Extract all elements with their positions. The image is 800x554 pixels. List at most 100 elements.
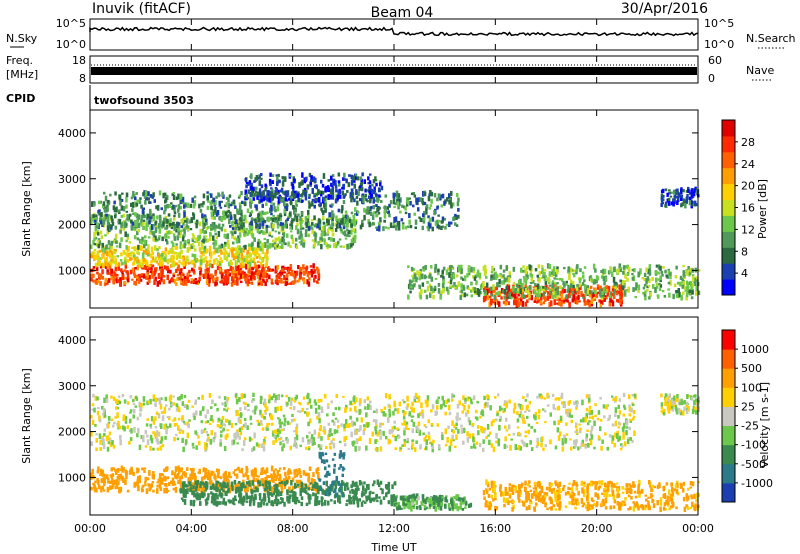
heatmap-cell xyxy=(308,172,312,177)
heatmap-cell xyxy=(268,233,271,237)
heatmap-cell xyxy=(642,292,645,295)
heatmap-cell xyxy=(297,265,300,270)
heatmap-cell xyxy=(241,215,244,221)
heatmap-cell xyxy=(424,289,427,293)
heatmap-cell xyxy=(229,211,232,215)
heatmap-cell xyxy=(254,495,257,500)
heatmap-cell xyxy=(418,291,422,298)
heatmap-cell xyxy=(643,272,647,278)
heatmap-cell xyxy=(355,496,358,501)
heatmap-cell xyxy=(463,292,466,298)
heatmap-cell xyxy=(323,225,326,231)
heatmap-cell xyxy=(676,281,680,285)
heatmap-cell xyxy=(350,243,353,248)
heatmap-cell xyxy=(665,274,668,278)
heatmap-cell xyxy=(479,291,483,295)
heatmap-cell xyxy=(397,206,400,210)
heatmap-cell xyxy=(486,294,490,301)
heatmap-cell xyxy=(354,234,357,240)
heatmap-cell xyxy=(103,282,107,287)
heatmap-cell xyxy=(274,499,277,504)
heatmap-cell xyxy=(274,217,277,221)
heatmap-cell xyxy=(672,201,675,207)
heatmap-cell xyxy=(222,481,225,485)
heatmap-cell xyxy=(236,482,240,487)
heatmap-cell xyxy=(145,225,148,232)
heatmap-cell xyxy=(111,250,114,257)
heatmap-cell xyxy=(257,260,260,263)
heatmap-cell xyxy=(572,293,576,296)
heatmap-cell xyxy=(546,298,550,301)
heatmap-cell xyxy=(340,209,344,214)
heatmap-cell xyxy=(271,180,274,184)
heatmap-cell xyxy=(256,227,260,233)
heatmap-cell xyxy=(482,281,485,287)
heatmap-cell xyxy=(160,223,163,228)
heatmap-cell xyxy=(113,260,116,264)
heatmap-cell xyxy=(290,489,294,494)
heatmap-cell xyxy=(352,496,355,499)
heatmap-cell xyxy=(115,245,119,248)
heatmap-cell xyxy=(177,230,181,236)
heatmap-cell xyxy=(94,424,97,427)
heatmap-cell xyxy=(174,475,177,479)
heatmap-cell xyxy=(108,431,112,436)
heatmap-cell xyxy=(337,190,340,197)
heatmap-cell xyxy=(627,288,630,293)
heatmap-cell xyxy=(575,428,579,435)
heatmap-cell xyxy=(643,284,647,287)
heatmap-cell xyxy=(626,272,630,276)
heatmap-cell xyxy=(212,242,215,245)
heatmap-cell xyxy=(344,237,348,240)
heatmap-cell xyxy=(278,245,281,249)
heatmap-cell xyxy=(279,189,283,193)
heatmap-cell xyxy=(508,294,511,298)
heatmap-cell xyxy=(201,228,204,231)
heatmap-cell xyxy=(521,414,525,417)
heatmap-cell xyxy=(384,226,388,229)
heatmap-cell xyxy=(170,202,173,205)
heatmap-cell xyxy=(667,197,671,203)
heatmap-cell xyxy=(451,429,454,433)
heatmap-cell xyxy=(123,222,127,229)
heatmap-cell xyxy=(278,238,282,244)
heatmap-cell xyxy=(328,442,332,446)
heatmap-cell xyxy=(108,263,112,270)
heatmap-cell xyxy=(154,268,157,274)
heatmap-cell xyxy=(680,294,683,301)
heatmap-cell xyxy=(586,290,590,295)
heatmap-cell xyxy=(664,188,668,192)
heatmap-cell xyxy=(143,265,146,268)
heatmap-cell xyxy=(313,488,316,491)
heatmap-cell xyxy=(236,270,239,277)
heatmap-cell xyxy=(687,266,690,270)
heatmap-cell xyxy=(308,193,311,197)
heatmap-cell xyxy=(618,299,622,303)
heatmap-cell xyxy=(621,285,624,290)
heatmap-cell xyxy=(278,271,282,276)
heatmap-cell xyxy=(158,268,162,271)
heatmap-cell xyxy=(263,469,266,474)
heatmap-cell xyxy=(234,253,237,257)
heatmap-cell xyxy=(327,237,331,241)
heatmap-cell xyxy=(125,196,128,203)
heatmap-cell xyxy=(183,404,187,408)
heatmap-cell xyxy=(534,287,538,291)
heatmap-cell xyxy=(238,498,242,502)
heatmap-cell xyxy=(237,235,240,240)
heatmap-cell xyxy=(215,493,218,496)
heatmap-cell xyxy=(317,476,320,480)
heatmap-cell xyxy=(453,282,456,286)
heatmap-cell xyxy=(604,276,607,281)
heatmap-cell xyxy=(672,189,676,195)
heatmap-cell xyxy=(551,393,555,397)
cpid-value: twofsound 3503 xyxy=(94,94,194,107)
heatmap-cell xyxy=(93,489,97,492)
heatmap-cell xyxy=(144,445,148,448)
heatmap-cell xyxy=(425,204,429,208)
heatmap-cell xyxy=(631,439,634,443)
heatmap-cell xyxy=(443,218,446,221)
heatmap-cell xyxy=(242,424,246,427)
